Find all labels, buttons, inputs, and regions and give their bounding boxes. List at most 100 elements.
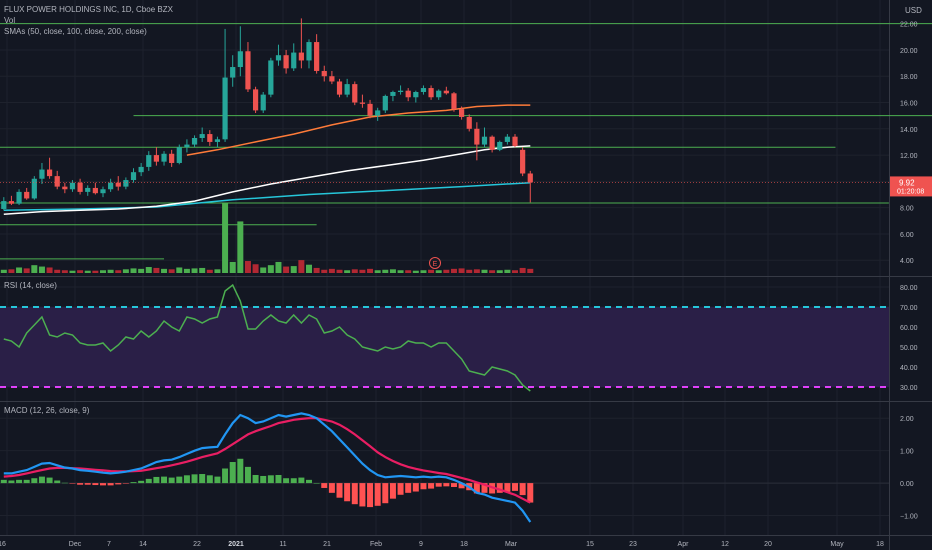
macd-tick-label: −1.00 [900, 514, 918, 521]
macd-histogram-bar [374, 483, 381, 506]
time-tick-label: 18 [876, 541, 884, 548]
volume-bar [435, 270, 442, 273]
volume-bar [237, 221, 244, 273]
symbol-title[interactable]: FLUX POWER HOLDINGS INC, 1D, Cboe BZX [4, 5, 173, 14]
volume-bar [77, 270, 84, 273]
candle-body [489, 136, 495, 150]
volume-bar [443, 269, 450, 273]
volume-bar [176, 267, 183, 273]
price-badge [890, 176, 932, 197]
macd-histogram-bar [397, 483, 404, 495]
volume-bar [252, 264, 259, 273]
time-tick-label: 14 [139, 541, 147, 548]
volume-bar [183, 268, 190, 273]
volume-bar [473, 269, 480, 273]
rsi-legend-label[interactable]: RSI (14, close) [4, 281, 57, 290]
macd-legend-label[interactable]: MACD (12, 26, close, 9) [4, 406, 90, 415]
candle-body [214, 139, 221, 142]
time-tick-label: 12 [721, 541, 729, 548]
volume-bar [428, 269, 435, 273]
macd-histogram-bar [450, 483, 457, 487]
volume-bar [38, 266, 45, 273]
candle-body [321, 70, 327, 77]
time-tick-label: 20 [764, 541, 772, 548]
volume-legend[interactable]: Vol [4, 16, 16, 25]
macd-histogram-bar [458, 483, 465, 489]
volume-bar [298, 260, 305, 273]
volume-bar [336, 269, 343, 273]
candle-body [146, 155, 152, 167]
macd-histogram-bar [206, 475, 213, 484]
macd-histogram-bar [54, 480, 61, 484]
time-tick-label: 23 [629, 541, 637, 548]
macd-histogram-bar [359, 483, 366, 507]
candle-body [382, 95, 388, 111]
volume-bar [313, 267, 320, 273]
macd-histogram-bar [199, 474, 206, 484]
volume-bar [290, 266, 297, 273]
macd-histogram-bar [46, 477, 53, 484]
rsi-line [3, 283, 531, 392]
volume-bar [420, 270, 427, 273]
rsi-tick-label: 60.00 [900, 325, 918, 332]
candle-body [275, 55, 282, 61]
macd-histogram-bar [473, 483, 480, 494]
volume-bar [244, 261, 251, 273]
candle-body [161, 153, 167, 162]
rsi-tick-label: 70.00 [900, 305, 918, 312]
macd-histogram-bar [0, 479, 7, 484]
volume-bar [229, 261, 236, 273]
macd-histogram-bar [77, 483, 84, 485]
time-tick-label: 7 [107, 541, 111, 548]
time-tick-label: Feb [370, 541, 382, 548]
volume-bar [359, 269, 366, 273]
time-tick-label: 18 [460, 541, 468, 548]
price-tick-label: 14.00 [900, 127, 918, 134]
volume-bar [397, 270, 404, 273]
candle-body [436, 90, 442, 98]
volume-bar [367, 268, 374, 273]
macd-histogram-bar [306, 479, 312, 484]
macd-histogram-bar [428, 483, 435, 489]
candle-body [100, 189, 106, 194]
volume-bar [519, 267, 526, 273]
volume-bar [0, 269, 7, 273]
volume-bar [130, 268, 137, 273]
macd-histogram-bar [237, 458, 244, 484]
candle-body [130, 172, 137, 181]
candle-body [375, 110, 381, 116]
volume-bar [16, 267, 23, 273]
candle-body [245, 51, 251, 90]
macd-histogram-bar [161, 476, 168, 484]
candle-body [459, 109, 465, 117]
macd-histogram-bar [61, 482, 68, 484]
macd-histogram-bar [328, 483, 335, 493]
sma-legend[interactable]: SMAs (50, close, 100, close, 200, close) [4, 27, 147, 36]
candle-body [230, 67, 236, 78]
price-tick-label: 6.00 [900, 232, 914, 239]
macd-histogram-bar [138, 480, 145, 484]
earnings-marker-label: E [433, 261, 438, 268]
volume-bar [344, 270, 351, 273]
volume-bar [199, 267, 206, 273]
earnings-marker-icon [429, 257, 441, 269]
macd-histogram-bar [313, 483, 320, 484]
volume-bar [389, 269, 396, 273]
candle-body [397, 90, 404, 92]
macd-histogram-bar [16, 479, 23, 484]
macd-tick-label: 2.00 [900, 416, 914, 423]
time-tick-label: Mar [505, 541, 518, 548]
volume-bar [306, 264, 312, 273]
volume-bar [84, 270, 91, 273]
time-tick-label: Dec [69, 541, 82, 548]
rsi-legend: RSI (14, close) [4, 280, 57, 291]
candle-body [260, 94, 266, 111]
macd-histogram-bar [23, 479, 30, 484]
macd-histogram-bar [283, 478, 290, 484]
candle-body [390, 92, 396, 96]
volume-bar [214, 269, 221, 273]
macd-tick-label: 0.00 [900, 481, 914, 488]
main-legend: FLUX POWER HOLDINGS INC, 1D, Cboe BZX Vo… [4, 4, 173, 37]
volume-bar [122, 269, 129, 273]
